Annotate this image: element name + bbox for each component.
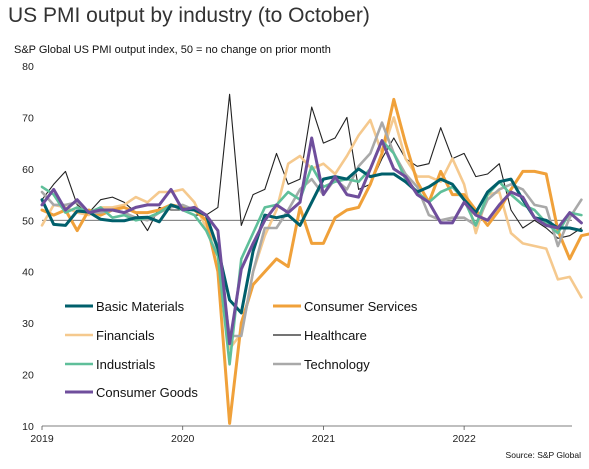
x-tick-label: 2022 — [452, 433, 476, 445]
x-tick-label: 2019 — [30, 433, 54, 445]
legend-label: Financials — [96, 328, 155, 343]
x-tick-label: 2020 — [171, 433, 195, 445]
x-tick-label: 2021 — [312, 433, 336, 445]
legend-label: Basic Materials — [96, 299, 185, 314]
source-note: Source: S&P Global — [505, 450, 581, 460]
series-line-consumer-goods — [40, 136, 583, 346]
series-line-consumer-services — [40, 97, 589, 425]
legend-label: Consumer Goods — [96, 385, 198, 400]
y-tick-label: 30 — [22, 318, 34, 330]
y-tick-label: 40 — [22, 267, 34, 279]
series-line-basic-materials — [40, 167, 583, 315]
y-tick-label: 80 — [22, 61, 34, 73]
y-tick-label: 70 — [22, 112, 34, 124]
chart-title: US PMI output by industry (to October) — [8, 4, 370, 27]
legend-label: Healthcare — [304, 328, 367, 343]
series-line-financials — [40, 116, 583, 351]
legend-label: Industrials — [96, 357, 156, 372]
y-tick-label: 10 — [22, 421, 34, 433]
y-tick-label: 60 — [22, 164, 34, 176]
legend-label: Technology — [304, 357, 370, 372]
series-line-technology — [40, 121, 583, 338]
y-tick-label: 20 — [22, 370, 34, 382]
y-tick-label: 50 — [22, 215, 34, 227]
legend-label: Consumer Services — [304, 299, 418, 314]
chart-subtitle: S&P Global US PMI output index, 50 = no … — [14, 44, 331, 56]
